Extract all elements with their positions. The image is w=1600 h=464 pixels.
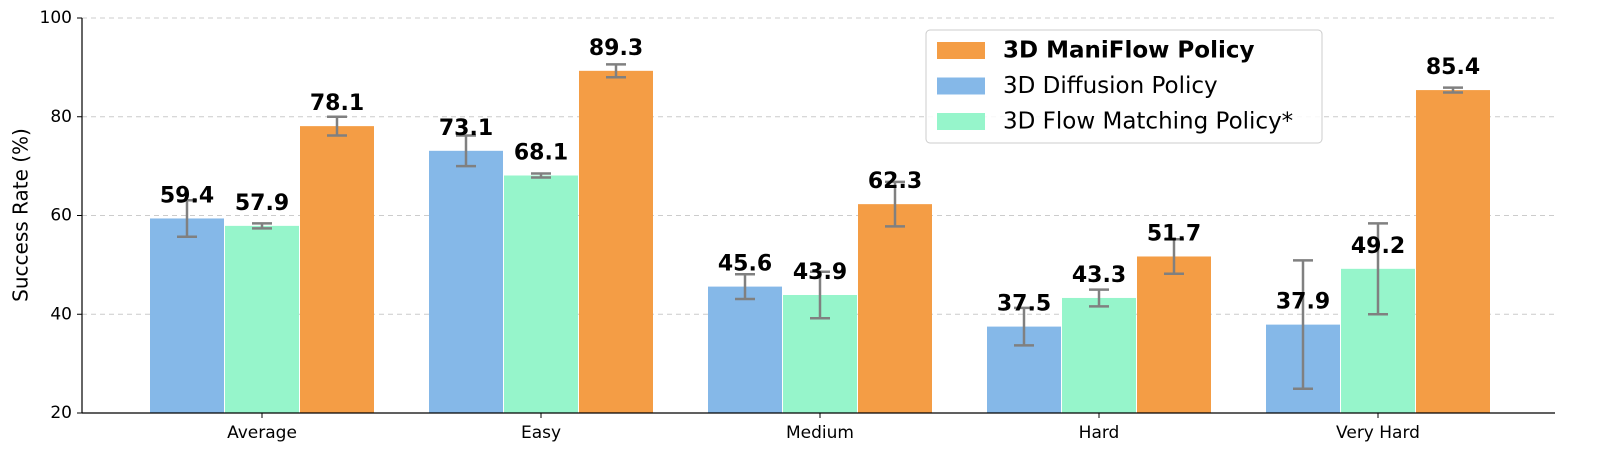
x-tick-label: Easy xyxy=(521,423,561,443)
value-label: 59.4 xyxy=(160,183,214,208)
bar xyxy=(1137,256,1211,413)
bar xyxy=(858,204,932,413)
bar xyxy=(429,150,503,413)
value-label: 85.4 xyxy=(1426,55,1480,80)
bar xyxy=(579,70,653,414)
legend-label: 3D ManiFlow Policy xyxy=(1003,38,1254,64)
y-tick-label: 80 xyxy=(50,107,72,127)
bar xyxy=(708,286,782,413)
bar xyxy=(300,126,374,413)
bar xyxy=(1416,90,1490,414)
legend-swatch xyxy=(937,113,985,130)
y-axis-label: Success Rate (%) xyxy=(9,128,33,302)
bar xyxy=(150,218,224,413)
value-label: 68.1 xyxy=(514,141,568,166)
value-label: 57.9 xyxy=(235,191,289,216)
x-tick-label: Very Hard xyxy=(1336,423,1420,443)
y-tick-label: 100 xyxy=(40,8,72,28)
value-label: 45.6 xyxy=(718,252,772,277)
legend-swatch xyxy=(937,77,985,95)
value-label: 43.3 xyxy=(1072,263,1126,288)
y-tick-label: 40 xyxy=(50,304,72,324)
value-label: 37.9 xyxy=(1276,290,1330,315)
x-tick-label: Hard xyxy=(1079,423,1120,443)
value-label: 73.1 xyxy=(439,116,493,141)
value-label: 51.7 xyxy=(1147,221,1201,246)
value-label: 78.1 xyxy=(310,91,364,116)
bar xyxy=(225,225,299,413)
y-tick-label: 60 xyxy=(50,206,72,226)
legend-label: 3D Diffusion Policy xyxy=(1003,73,1218,99)
value-label: 37.5 xyxy=(997,292,1051,317)
value-label: 89.3 xyxy=(589,36,643,61)
value-label: 43.9 xyxy=(793,260,847,285)
bar xyxy=(1062,297,1136,413)
bar xyxy=(504,175,578,413)
x-tick-label: Average xyxy=(227,423,297,443)
legend-swatch xyxy=(937,42,985,59)
value-label: 62.3 xyxy=(868,169,922,194)
y-tick-label: 20 xyxy=(50,403,72,423)
x-tick-label: Medium xyxy=(786,423,854,443)
legend-box xyxy=(925,29,1323,144)
legend-label: 3D Flow Matching Policy* xyxy=(1003,109,1293,135)
value-label: 49.2 xyxy=(1351,234,1405,259)
